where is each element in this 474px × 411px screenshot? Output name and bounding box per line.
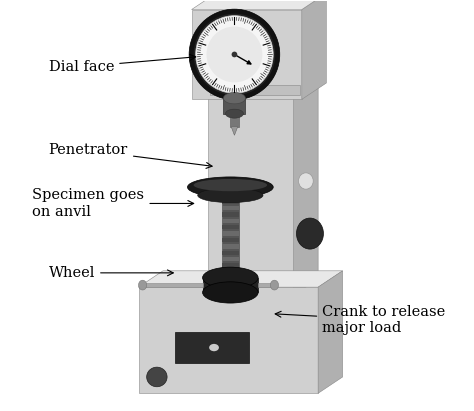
- Bar: [258, 283, 274, 287]
- Ellipse shape: [232, 52, 237, 57]
- Text: Dial face: Dial face: [49, 54, 196, 74]
- Bar: [222, 225, 238, 229]
- Polygon shape: [191, 0, 326, 9]
- Bar: [222, 219, 238, 223]
- Bar: [222, 212, 238, 217]
- Text: Wheel: Wheel: [49, 266, 173, 280]
- Bar: [230, 113, 238, 127]
- Bar: [222, 263, 238, 268]
- Ellipse shape: [202, 282, 258, 303]
- Bar: [191, 9, 302, 99]
- Ellipse shape: [270, 280, 279, 290]
- Ellipse shape: [226, 109, 244, 118]
- Bar: [222, 276, 238, 281]
- Bar: [222, 231, 238, 236]
- Bar: [222, 238, 238, 242]
- Polygon shape: [208, 75, 318, 91]
- Ellipse shape: [202, 267, 258, 289]
- Bar: [208, 91, 293, 296]
- Ellipse shape: [193, 179, 267, 191]
- Bar: [143, 283, 203, 287]
- Text: Specimen goes
on anvil: Specimen goes on anvil: [32, 188, 194, 219]
- Ellipse shape: [207, 27, 263, 82]
- Ellipse shape: [299, 173, 313, 189]
- Ellipse shape: [146, 367, 167, 387]
- Polygon shape: [318, 271, 343, 393]
- Bar: [222, 206, 238, 210]
- Bar: [222, 283, 238, 287]
- Polygon shape: [302, 0, 326, 99]
- Ellipse shape: [297, 218, 323, 249]
- Polygon shape: [293, 75, 318, 296]
- Ellipse shape: [188, 177, 273, 197]
- Bar: [222, 199, 238, 204]
- Ellipse shape: [138, 280, 146, 290]
- Bar: [175, 332, 249, 363]
- Ellipse shape: [193, 14, 275, 95]
- Ellipse shape: [209, 344, 219, 351]
- Bar: [222, 257, 238, 261]
- Bar: [223, 98, 246, 114]
- Bar: [222, 244, 238, 249]
- Bar: [138, 287, 318, 393]
- Bar: [202, 278, 258, 293]
- Ellipse shape: [189, 9, 280, 100]
- Ellipse shape: [223, 92, 246, 104]
- Bar: [222, 195, 238, 289]
- Text: Crank to release
major load: Crank to release major load: [275, 305, 446, 335]
- Bar: [222, 251, 238, 255]
- Bar: [210, 85, 300, 95]
- Polygon shape: [138, 271, 343, 287]
- Bar: [222, 270, 238, 274]
- Ellipse shape: [198, 188, 263, 203]
- Text: Penetrator: Penetrator: [49, 143, 212, 169]
- Ellipse shape: [196, 16, 273, 93]
- Polygon shape: [231, 127, 237, 135]
